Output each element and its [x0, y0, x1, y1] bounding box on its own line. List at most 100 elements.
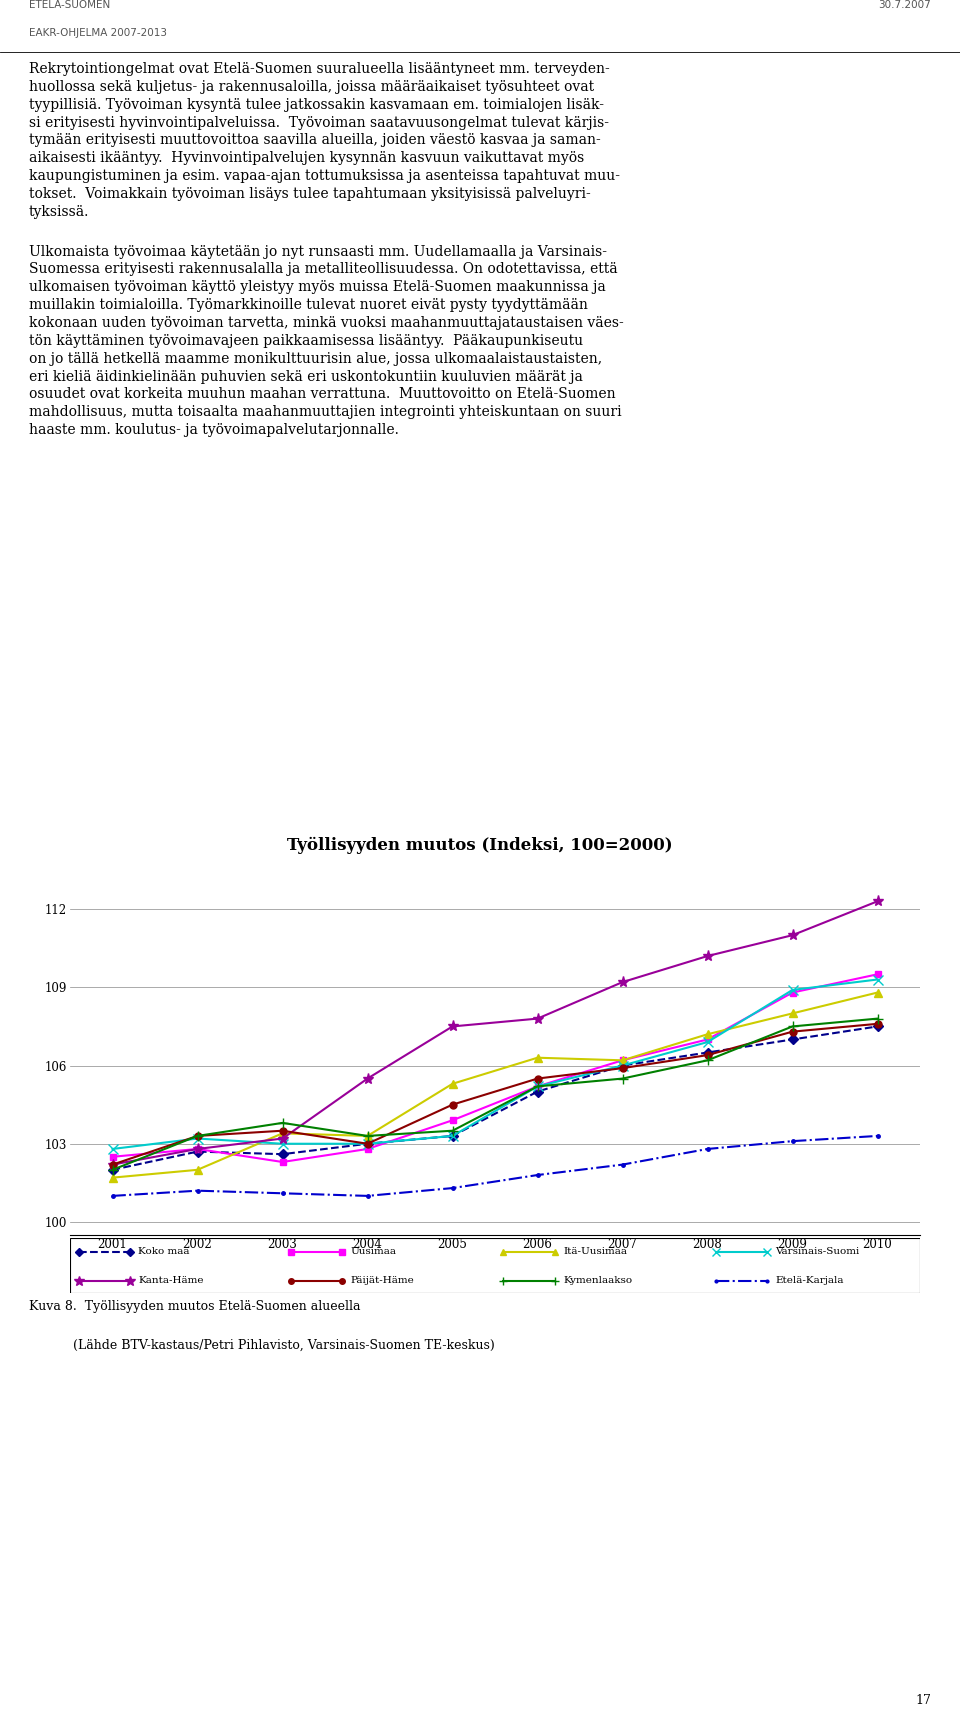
Kanta-Häme	[107, 1154, 118, 1175]
Varsinais-Suomi	[702, 1032, 713, 1052]
Koko maa	[532, 1082, 543, 1102]
Päijät-Häme	[446, 1094, 458, 1114]
Kymenlaakso	[192, 1126, 204, 1147]
Kanta-Häme	[446, 1016, 458, 1037]
Päijät-Häme	[276, 1120, 288, 1140]
Line: Varsinais-Suomi: Varsinais-Suomi	[108, 975, 882, 1154]
Line: Koko maa: Koko maa	[109, 1023, 881, 1173]
Line: Kanta-Häme: Kanta-Häme	[107, 895, 883, 1170]
Text: Kuva 8.  Työllisyyden muutos Etelä-Suomen alueella: Kuva 8. Työllisyyden muutos Etelä-Suomen…	[29, 1301, 360, 1313]
Uusimaa	[616, 1051, 628, 1071]
Uusimaa	[446, 1109, 458, 1130]
Kanta-Häme	[702, 945, 713, 966]
Uusimaa	[276, 1152, 288, 1173]
Itä-Uusimaa	[446, 1073, 458, 1094]
Kanta-Häme	[362, 1068, 373, 1088]
Kymenlaakso	[276, 1113, 288, 1133]
Varsinais-Suomi	[787, 980, 799, 1000]
Kanta-Häme	[192, 1138, 204, 1159]
Itä-Uusimaa	[787, 1002, 799, 1023]
Text: Uusimaa: Uusimaa	[350, 1247, 396, 1256]
Päijät-Häme	[107, 1154, 118, 1175]
Uusimaa	[702, 1030, 713, 1051]
Text: Työllisyyden muutos (Indeksi, 100=2000): Työllisyyden muutos (Indeksi, 100=2000)	[287, 837, 673, 854]
Kymenlaakso	[616, 1068, 628, 1088]
Kanta-Häme	[616, 971, 628, 992]
Koko maa	[276, 1144, 288, 1164]
Etelä-Karjala	[446, 1178, 458, 1199]
Text: 17: 17	[915, 1694, 931, 1708]
Itä-Uusimaa	[872, 982, 883, 1002]
Koko maa	[787, 1030, 799, 1051]
Koko maa	[616, 1056, 628, 1076]
Kanta-Häme	[276, 1128, 288, 1149]
Text: ETELÄ-SUOMEN: ETELÄ-SUOMEN	[29, 0, 110, 10]
Line: Uusimaa: Uusimaa	[109, 971, 881, 1166]
Line: Päijät-Häme: Päijät-Häme	[109, 1021, 881, 1168]
Päijät-Häme	[362, 1133, 373, 1154]
Kymenlaakso	[702, 1051, 713, 1071]
Itä-Uusimaa	[192, 1159, 204, 1180]
Varsinais-Suomi	[616, 1056, 628, 1076]
Text: Itä-Uusimaa: Itä-Uusimaa	[563, 1247, 627, 1256]
Etelä-Karjala	[192, 1180, 204, 1201]
Koko maa	[107, 1159, 118, 1180]
Etelä-Karjala	[702, 1138, 713, 1159]
Uusimaa	[192, 1138, 204, 1159]
Itä-Uusimaa	[276, 1123, 288, 1144]
Itä-Uusimaa	[616, 1051, 628, 1071]
Uusimaa	[107, 1147, 118, 1168]
Line: Etelä-Karjala: Etelä-Karjala	[109, 1132, 881, 1199]
Kymenlaakso	[787, 1016, 799, 1037]
Kymenlaakso	[107, 1159, 118, 1180]
Text: Varsinais-Suomi: Varsinais-Suomi	[776, 1247, 860, 1256]
Päijät-Häme	[192, 1126, 204, 1147]
Text: Koko maa: Koko maa	[138, 1247, 189, 1256]
Päijät-Häme	[702, 1045, 713, 1066]
Text: EAKR-OHJELMA 2007-2013: EAKR-OHJELMA 2007-2013	[29, 28, 167, 38]
Etelä-Karjala	[616, 1154, 628, 1175]
Kanta-Häme	[787, 925, 799, 945]
Päijät-Häme	[872, 1014, 883, 1035]
Itä-Uusimaa	[532, 1047, 543, 1068]
Varsinais-Suomi	[362, 1133, 373, 1154]
Kymenlaakso	[532, 1076, 543, 1097]
Uusimaa	[362, 1138, 373, 1159]
Päijät-Häme	[532, 1068, 543, 1088]
Kymenlaakso	[872, 1007, 883, 1028]
Varsinais-Suomi	[872, 969, 883, 990]
Uusimaa	[872, 964, 883, 985]
Text: (Lähde BTV-kastaus/Petri Pihlavisto, Varsinais-Suomen TE-keskus): (Lähde BTV-kastaus/Petri Pihlavisto, Var…	[29, 1339, 494, 1352]
Kanta-Häme	[532, 1007, 543, 1028]
Koko maa	[192, 1142, 204, 1163]
Varsinais-Suomi	[276, 1133, 288, 1154]
Line: Kymenlaakso: Kymenlaakso	[108, 1014, 882, 1175]
Etelä-Karjala	[787, 1132, 799, 1152]
Etelä-Karjala	[107, 1185, 118, 1206]
Varsinais-Suomi	[532, 1076, 543, 1097]
Text: Päijät-Häme: Päijät-Häme	[350, 1276, 415, 1285]
Varsinais-Suomi	[192, 1128, 204, 1149]
Päijät-Häme	[616, 1057, 628, 1078]
Text: Ulkomaista työvoimaa käytetään jo nyt runsaasti mm. Uudellamaalla ja Varsinais-
: Ulkomaista työvoimaa käytetään jo nyt ru…	[29, 245, 624, 436]
Kanta-Häme	[872, 890, 883, 911]
Uusimaa	[787, 982, 799, 1002]
Varsinais-Suomi	[446, 1126, 458, 1147]
Itä-Uusimaa	[107, 1168, 118, 1189]
Etelä-Karjala	[276, 1183, 288, 1204]
Itä-Uusimaa	[362, 1126, 373, 1147]
Koko maa	[702, 1042, 713, 1063]
Text: Rekrytointiongelmat ovat Etelä-Suomen suuralueella lisääntyneet mm. terveyden-
h: Rekrytointiongelmat ovat Etelä-Suomen su…	[29, 62, 620, 219]
Uusimaa	[532, 1076, 543, 1097]
Koko maa	[446, 1126, 458, 1147]
Etelä-Karjala	[362, 1185, 373, 1206]
Itä-Uusimaa	[702, 1025, 713, 1045]
Kymenlaakso	[362, 1126, 373, 1147]
Etelä-Karjala	[872, 1126, 883, 1147]
Text: Etelä-Karjala: Etelä-Karjala	[776, 1276, 844, 1285]
Etelä-Karjala	[532, 1164, 543, 1185]
Text: Kanta-Häme: Kanta-Häme	[138, 1276, 204, 1285]
Line: Itä-Uusimaa: Itä-Uusimaa	[108, 988, 881, 1182]
Text: 30.7.2007: 30.7.2007	[878, 0, 931, 10]
Text: Kymenlaakso: Kymenlaakso	[563, 1276, 632, 1285]
